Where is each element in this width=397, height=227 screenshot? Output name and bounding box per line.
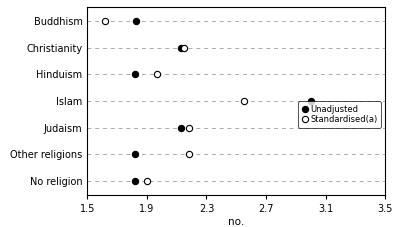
X-axis label: no.: no. (228, 217, 244, 227)
Legend: Unadjusted, Standardised(a): Unadjusted, Standardised(a) (298, 101, 381, 128)
